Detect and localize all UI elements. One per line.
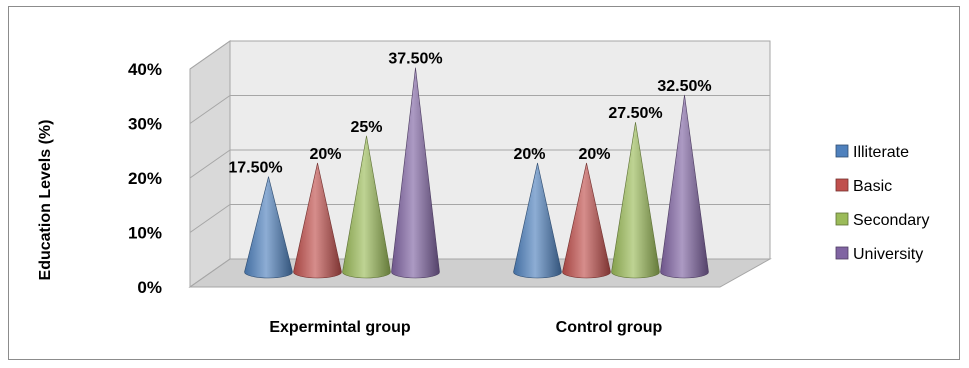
category-label: Control group bbox=[556, 319, 663, 336]
data-label: 37.50% bbox=[388, 51, 442, 68]
legend-label: Illiterate bbox=[853, 144, 909, 161]
data-label: 20% bbox=[309, 146, 341, 163]
y-axis-ticks: 0% 10% 20% 30% 40% bbox=[128, 60, 162, 297]
category-labels: Expermintal group Control group bbox=[269, 319, 662, 336]
data-label: 32.50% bbox=[657, 78, 711, 95]
category-label: Expermintal group bbox=[269, 319, 411, 336]
y-tick-label: 10% bbox=[128, 224, 162, 243]
gridline-side bbox=[189, 149, 231, 179]
legend-item-basic: Basic bbox=[835, 178, 892, 195]
legend-label: Secondary bbox=[853, 212, 930, 229]
data-label: 20% bbox=[513, 146, 545, 163]
legend-item-illiterate: Illiterate bbox=[835, 144, 909, 161]
gridline-side bbox=[189, 258, 231, 288]
cone-body bbox=[513, 162, 562, 279]
cone-body bbox=[293, 162, 342, 279]
legend-swatch bbox=[835, 246, 849, 260]
data-label: 20% bbox=[578, 146, 610, 163]
legend-label: Basic bbox=[853, 178, 892, 195]
cone-secondary bbox=[611, 122, 660, 279]
y-axis-label: Education Levels (%) bbox=[37, 120, 54, 281]
cone-university bbox=[391, 67, 440, 279]
y-tick-label: 0% bbox=[137, 278, 162, 297]
data-label: 25% bbox=[350, 119, 382, 136]
y-tick-label: 30% bbox=[128, 115, 162, 134]
legend-label: University bbox=[853, 246, 923, 263]
legend-item-university: University bbox=[835, 246, 923, 263]
cone-basic bbox=[293, 162, 342, 279]
cone-body bbox=[391, 67, 440, 279]
y-tick-label: 40% bbox=[128, 60, 162, 79]
cone-illiterate bbox=[513, 162, 562, 279]
cone-body bbox=[611, 122, 660, 279]
cone-body bbox=[244, 176, 293, 279]
cone-body bbox=[660, 94, 709, 279]
cone-university bbox=[660, 94, 709, 279]
data-label: 27.50% bbox=[608, 105, 662, 122]
cone-body bbox=[562, 162, 611, 279]
legend-swatch bbox=[835, 178, 849, 192]
data-labels: 17.50% 20% 25% 37.50% 20% 20% 27.50% 32.50% bbox=[228, 51, 711, 177]
cone-illiterate bbox=[244, 176, 293, 279]
legend: Illiterate Basic Secondary University bbox=[835, 144, 930, 263]
gridline-side bbox=[189, 40, 231, 70]
legend-item-secondary: Secondary bbox=[835, 212, 930, 229]
legend-swatch bbox=[835, 212, 849, 226]
gridline-side bbox=[189, 95, 231, 124]
gridline-side bbox=[189, 204, 231, 233]
legend-swatch bbox=[835, 144, 849, 158]
cone-basic bbox=[562, 162, 611, 279]
y-tick-label: 20% bbox=[128, 169, 162, 188]
cone-body bbox=[342, 135, 391, 279]
cone-secondary bbox=[342, 135, 391, 279]
cones bbox=[244, 67, 709, 279]
data-label: 17.50% bbox=[228, 160, 282, 177]
